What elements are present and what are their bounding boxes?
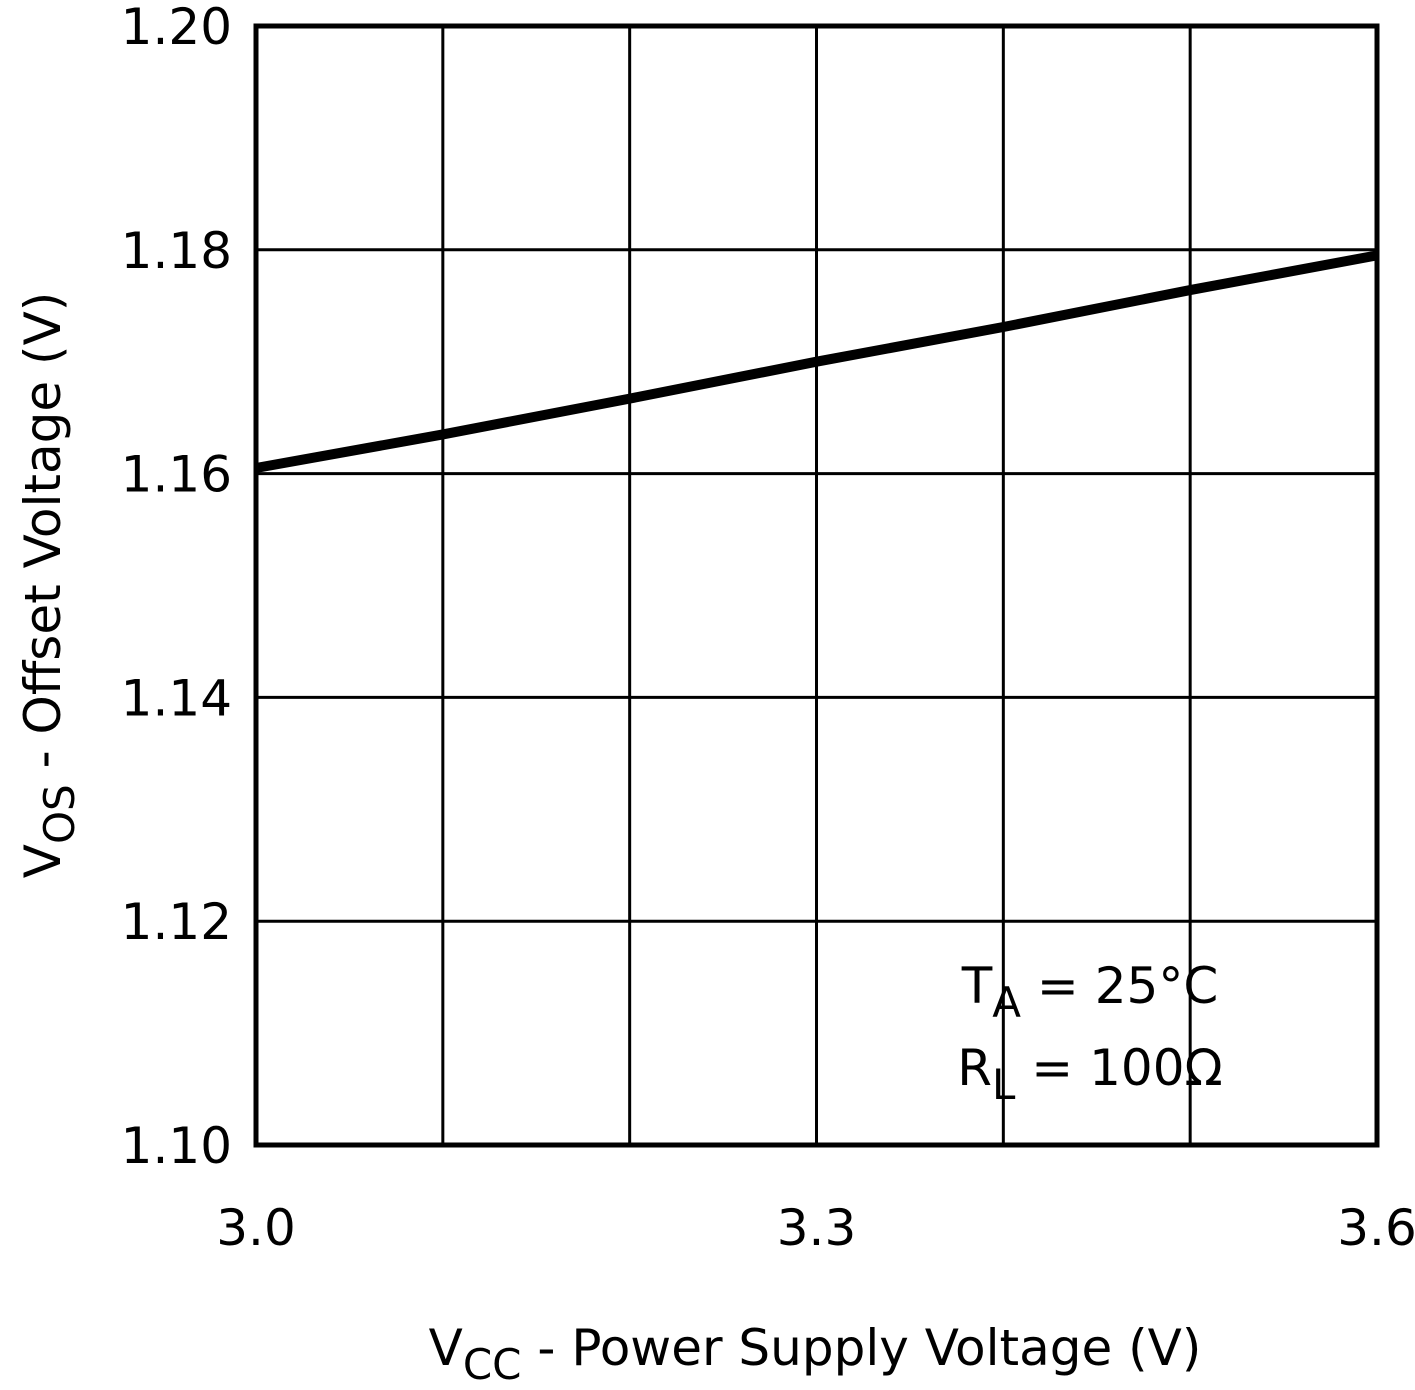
x-label-sub: CC [463, 1340, 522, 1389]
y-tick-label: 1.16 [121, 446, 232, 504]
annotation: RL = 100Ω [957, 1039, 1222, 1109]
x-axis-label: VCC - Power Supply Voltage (V) [429, 1319, 1202, 1389]
annotation-main: T [961, 957, 993, 1015]
x-label-rest: - Power Supply Voltage (V) [522, 1319, 1202, 1377]
y-label-rest: - Offset Voltage (V) [14, 292, 72, 785]
y-tick-label: 1.10 [121, 1117, 232, 1175]
y-label-main: V [14, 844, 72, 878]
y-tick-label: 1.14 [121, 669, 232, 727]
y-tick-label: 1.20 [121, 0, 232, 56]
annotation: TA = 25°C [961, 957, 1219, 1027]
annotation-rest: = 100Ω [1015, 1039, 1222, 1097]
data-line [255, 250, 1378, 473]
x-tick-label: 3.6 [1337, 1199, 1415, 1257]
x-label-main: V [429, 1319, 463, 1377]
x-tick-label: 3.0 [216, 1199, 296, 1257]
annotation-sub: L [992, 1060, 1016, 1109]
y-tick-label: 1.18 [121, 222, 232, 280]
y-axis-label: VOS - Offset Voltage (V) [14, 292, 84, 879]
x-tick-label: 3.3 [777, 1199, 857, 1257]
annotation-rest: = 25°C [1021, 957, 1218, 1015]
annotation-sub: A [992, 978, 1021, 1027]
annotation-main: R [957, 1039, 992, 1097]
plot-frame [253, 23, 1380, 1148]
y-tick-label: 1.12 [121, 893, 232, 951]
y-label-sub: OS [35, 784, 84, 844]
